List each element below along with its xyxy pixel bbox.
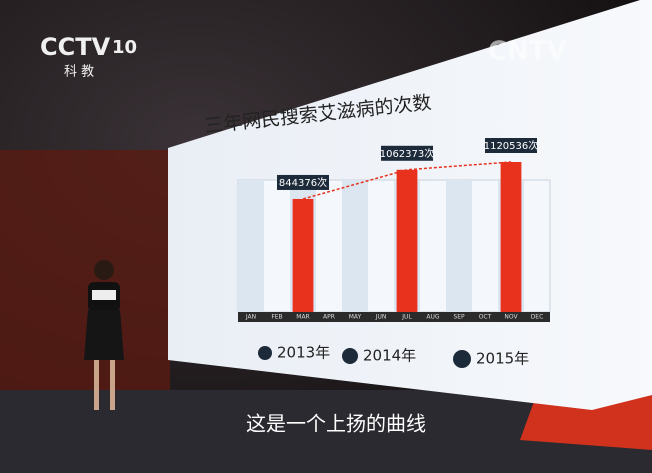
curtain	[0, 150, 170, 400]
watermark: CNTV	[488, 37, 567, 67]
channel-name: 科 教	[64, 64, 94, 80]
value-label-box	[277, 174, 329, 190]
legend-label: 2014年	[363, 347, 416, 365]
x-tick-label: DEC	[531, 314, 544, 321]
x-tick-label: AUG	[426, 314, 439, 321]
legend-marker	[342, 348, 358, 364]
x-tick-label: FEB	[271, 314, 282, 321]
x-tick-label: JUN	[375, 314, 387, 321]
value-label: 1120536次	[484, 139, 539, 152]
legend-marker	[258, 346, 272, 360]
presenter	[84, 260, 124, 410]
stripe	[446, 180, 472, 312]
value-label-box	[381, 145, 433, 161]
value-label-box	[485, 138, 537, 153]
stripe	[342, 180, 368, 312]
x-tick-label: OCT	[479, 314, 492, 321]
x-tick-label: SEP	[453, 314, 465, 321]
x-tick-label: JAN	[245, 314, 256, 321]
stripe	[238, 180, 264, 312]
legend-label: 2013年	[277, 344, 330, 362]
value-label: 844376次	[279, 176, 327, 189]
month-strip	[238, 312, 550, 322]
bar	[500, 162, 522, 312]
x-tick-label: JUL	[401, 314, 412, 321]
bar	[292, 198, 314, 312]
subtitle: 这是一个上扬的曲线	[246, 412, 426, 436]
x-tick-label: APR	[323, 314, 335, 321]
legend-marker	[453, 350, 471, 368]
x-tick-label: MAY	[349, 314, 362, 321]
x-tick-label: MAR	[296, 314, 309, 321]
trend-line	[302, 161, 512, 200]
value-label: 1062373次	[380, 147, 435, 160]
legend-label: 2015年	[476, 350, 529, 368]
x-tick-label: NOV	[504, 314, 518, 321]
channel-logo: CCTV	[40, 33, 111, 61]
bar	[396, 169, 418, 312]
channel-number: 10	[112, 37, 137, 58]
